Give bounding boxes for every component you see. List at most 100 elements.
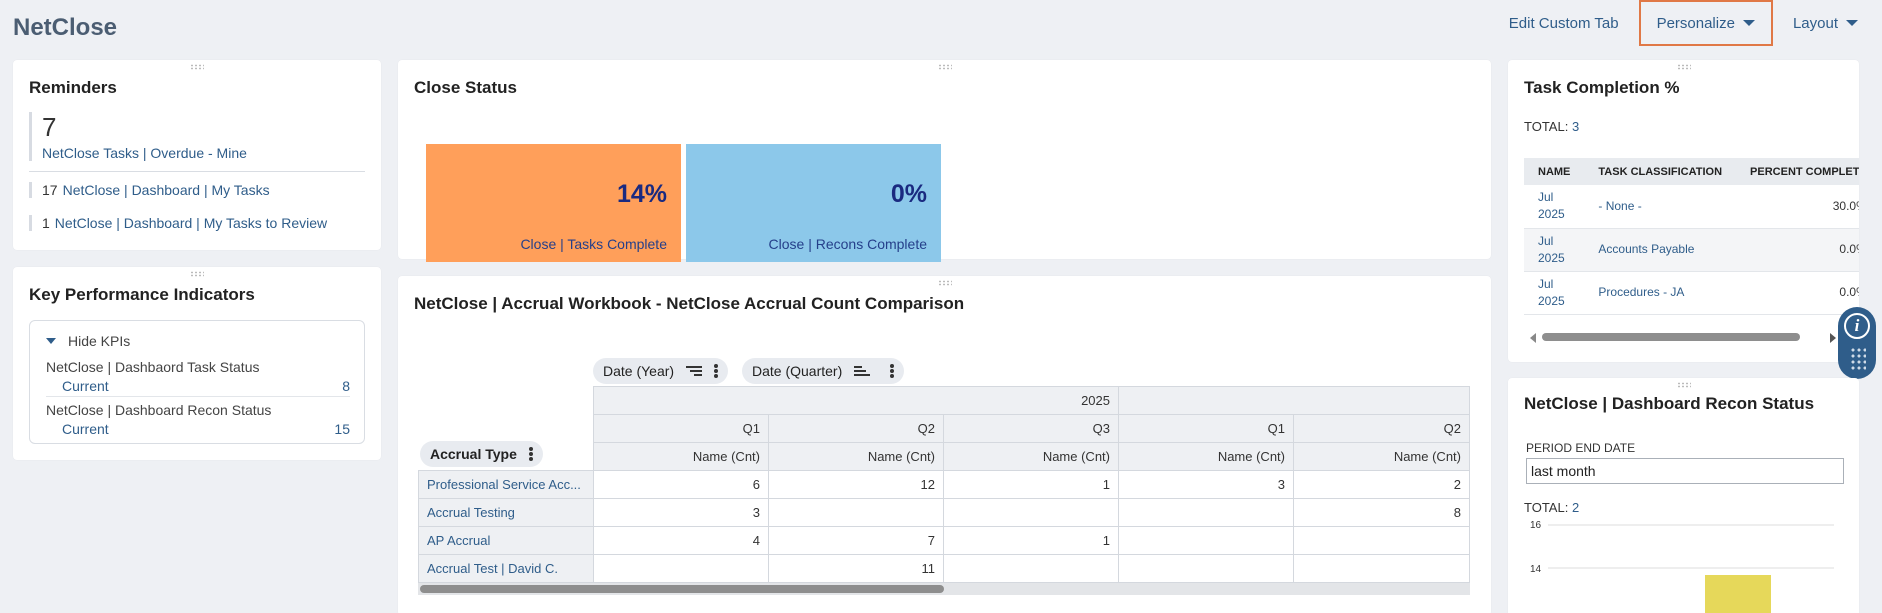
table-row[interactable]: Jul 2025 Procedures - JA 0.0%	[1524, 271, 1859, 315]
row-label[interactable]: Accrual Testing	[418, 498, 594, 527]
kpi-row: NetClose | Dashbaord Task Status Current…	[46, 359, 350, 394]
scrollbar-thumb[interactable]	[1542, 333, 1800, 341]
kpi-box: Hide KPIs NetClose | Dashbaord Task Stat…	[29, 320, 365, 444]
row-label[interactable]: Professional Service Acc...	[418, 470, 594, 499]
table-cell: 8	[1293, 498, 1470, 527]
table-cell: 1	[943, 470, 1119, 499]
drag-handle-icon[interactable]	[937, 280, 952, 286]
hide-kpis-toggle[interactable]: Hide KPIs	[46, 333, 130, 349]
reminder-item[interactable]: 17 NetClose | Dashboard | My Tasks	[29, 182, 270, 198]
kpi-name: NetClose | Dashbaord Task Status	[46, 359, 260, 375]
measure-header-row: Name (Cnt) Name (Cnt) Name (Cnt) Name (C…	[593, 442, 1470, 471]
quarter-header: Q2	[1293, 414, 1470, 443]
more-options-icon[interactable]	[528, 447, 533, 461]
reminder-count: 1	[42, 215, 50, 231]
drag-handle-icon[interactable]	[937, 64, 952, 70]
apps-grid-icon[interactable]	[1850, 347, 1866, 371]
drag-handle-icon[interactable]	[190, 64, 204, 70]
total-value[interactable]: 2	[1571, 500, 1580, 515]
recon-status-title: NetClose | Dashboard Recon Status	[1524, 394, 1815, 413]
scroll-right-icon[interactable]	[1830, 333, 1836, 343]
field-label: PERIOD END DATE	[1526, 441, 1636, 455]
kpi-period: Current	[62, 378, 109, 394]
table-row: Professional Service Acc... 6 12 1 3 2	[418, 470, 1470, 499]
row-label[interactable]: AP Accrual	[418, 526, 594, 555]
edit-custom-tab-link[interactable]: Edit Custom Tab	[1508, 14, 1619, 32]
year-header: 2025	[593, 386, 1119, 415]
accrual-type-pill[interactable]: Accrual Type	[420, 441, 543, 467]
reminder-count: 17	[42, 182, 58, 198]
drag-handle-icon[interactable]	[190, 271, 204, 277]
personalize-menu[interactable]: Personalize	[1638, 0, 1773, 46]
close-status-title: Close Status	[414, 78, 517, 97]
drag-handle-icon[interactable]	[1676, 64, 1691, 70]
reminder-primary[interactable]: 7 NetClose Tasks | Overdue - Mine	[29, 112, 247, 161]
year-header-row: 2025	[593, 386, 1470, 415]
classification-cell[interactable]: Procedures - JA	[1584, 271, 1737, 315]
reminders-portlet: Reminders 7 NetClose Tasks | Overdue - M…	[13, 60, 381, 250]
period-end-date-field[interactable]: last month	[1526, 458, 1844, 484]
reminder-link[interactable]: NetClose | Dashboard | My Tasks	[62, 182, 270, 198]
classification-cell[interactable]: - None -	[1584, 185, 1737, 229]
y-tick-label: 16	[1530, 520, 1542, 531]
pill-label: Date (Quarter)	[752, 363, 843, 379]
table-cell: 6	[593, 470, 769, 499]
chevron-down-icon	[1742, 20, 1755, 26]
reminder-item[interactable]: 1 NetClose | Dashboard | My Tasks to Revi…	[29, 215, 327, 231]
table-cell	[768, 498, 944, 527]
tasks-complete-tile[interactable]: 14% Close | Tasks Complete	[426, 144, 681, 262]
table-row[interactable]: Jul 2025 - None - 30.0%	[1524, 185, 1859, 229]
hide-kpis-label: Hide KPIs	[68, 333, 131, 349]
date-quarter-pill[interactable]: Date (Quarter)	[742, 358, 905, 384]
column-header[interactable]: NAME	[1524, 158, 1585, 185]
horizontal-scrollbar[interactable]	[418, 583, 1470, 595]
table-cell	[943, 554, 1119, 583]
measure-header: Name (Cnt)	[943, 442, 1119, 471]
info-icon[interactable]: i	[1844, 313, 1870, 339]
chart-bar[interactable]	[1705, 575, 1771, 613]
recon-status-portlet: NetClose | Dashboard Recon Status PERIOD…	[1508, 378, 1859, 613]
kpi-value[interactable]: 8	[342, 378, 350, 394]
drag-handle-icon[interactable]	[1676, 382, 1691, 388]
divider	[29, 171, 365, 172]
layout-menu[interactable]: Layout	[1779, 0, 1882, 46]
table-cell: 4	[593, 526, 769, 555]
column-header[interactable]: PERCENT COMPLETE	[1736, 158, 1859, 185]
table-row: AP Accrual 4 7 1	[418, 526, 1470, 555]
collapse-icon	[46, 338, 56, 344]
scrollbar-thumb[interactable]	[420, 585, 944, 593]
reminder-link[interactable]: NetClose Tasks | Overdue - Mine	[42, 145, 247, 161]
help-widget[interactable]: i	[1838, 307, 1876, 379]
more-options-icon[interactable]	[890, 364, 895, 378]
sort-descending-icon[interactable]	[686, 366, 703, 376]
kpi-value[interactable]: 15	[334, 421, 350, 437]
pill-label: Date (Year)	[603, 363, 675, 379]
classification-cell[interactable]: Accounts Payable	[1584, 228, 1737, 272]
sort-ascending-icon[interactable]	[854, 366, 871, 376]
tile-label: Close | Tasks Complete	[520, 236, 667, 252]
quarter-header: Q1	[593, 414, 769, 443]
scroll-left-icon[interactable]	[1530, 333, 1536, 343]
table-row[interactable]: Jul 2025 Accounts Payable 0.0%	[1524, 228, 1859, 272]
pill-label: Accrual Type	[430, 446, 517, 462]
kpi-portlet: Key Performance Indicators Hide KPIs Net…	[13, 267, 381, 460]
reminder-link[interactable]: NetClose | Dashboard | My Tasks to Revie…	[54, 215, 328, 231]
measure-header: Name (Cnt)	[768, 442, 944, 471]
column-header[interactable]: TASK CLASSIFICATION	[1584, 158, 1737, 185]
tile-value: 14%	[616, 180, 667, 208]
name-cell[interactable]: Jul 2025	[1524, 271, 1585, 315]
name-cell[interactable]: Jul 2025	[1524, 228, 1585, 272]
row-label[interactable]: Accrual Test | David C.	[418, 554, 594, 583]
close-status-portlet: Close Status 14% Close | Tasks Complete …	[398, 60, 1491, 262]
name-cell[interactable]: Jul 2025	[1524, 185, 1585, 229]
horizontal-scrollbar[interactable]	[1542, 332, 1816, 343]
reminder-count: 7	[42, 112, 57, 142]
kpi-title: Key Performance Indicators	[29, 285, 255, 304]
total-value[interactable]: 3	[1571, 119, 1580, 134]
more-options-icon[interactable]	[714, 364, 719, 378]
chevron-down-icon	[1846, 20, 1858, 26]
recons-complete-tile[interactable]: 0% Close | Recons Complete	[686, 144, 941, 262]
table-cell: 3	[593, 498, 769, 527]
date-year-pill[interactable]: Date (Year)	[593, 358, 729, 384]
table-row: Accrual Test | David C. 11	[418, 554, 1470, 583]
